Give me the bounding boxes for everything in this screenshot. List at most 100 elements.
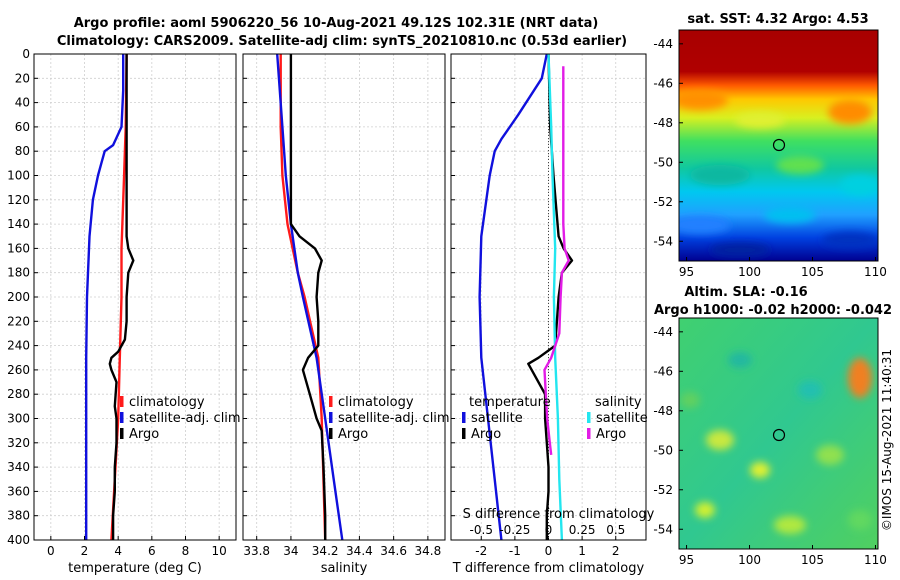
y-tick-label: 180 <box>7 266 30 280</box>
main-title-line2: Climatology: CARS2009. Satellite-adj cli… <box>57 34 627 49</box>
sla-eddies <box>680 352 872 534</box>
x-tick-label: -1 <box>509 544 521 558</box>
s-axis-label: S difference from climatology <box>463 507 655 522</box>
y-tick-label: 200 <box>7 290 30 304</box>
x-tick-label: 10 <box>212 544 227 558</box>
series-line-argo <box>108 54 135 540</box>
y-tick-label: 260 <box>7 363 30 377</box>
map-x-tick-label: 95 <box>679 265 694 279</box>
x-tick-label: -2 <box>475 544 487 558</box>
sla-argo-marker <box>772 428 786 442</box>
map-y-tick-label: -54 <box>653 522 673 536</box>
map-x-tick-label: 110 <box>864 553 887 567</box>
legend-swatch <box>120 396 124 407</box>
series-line-t-satellite <box>478 53 548 541</box>
y-tick-label: 40 <box>15 96 30 110</box>
legend-label: Argo <box>338 427 368 442</box>
map-x-tick-label: 105 <box>801 265 824 279</box>
map-x-tick-label: 100 <box>738 265 761 279</box>
s-tick-label: -0.5 <box>470 523 493 537</box>
legend-label: climatology <box>338 395 414 410</box>
map-y-tick-label: -52 <box>653 195 673 209</box>
salinity-panel: 33.8 34 34.2 34.4 34.6 34.8 salinity climatolog… <box>242 53 450 576</box>
x-tick-label: 6 <box>148 544 156 558</box>
legend-label: satellite <box>596 411 648 426</box>
sla-axes: 95 100 105 110 -44 -46 -48 -50 -52 -54 <box>653 325 887 567</box>
map-y-tick-label: -44 <box>653 325 673 339</box>
legend-swatch <box>587 428 591 439</box>
legend-label: satellite <box>471 411 523 426</box>
sst-map-panel: sat. SST: 4.32 Argo: 4.53 95 100 105 110 -44… <box>653 12 887 279</box>
map-x-tick-label: 100 <box>738 553 761 567</box>
y-tick-label: 160 <box>7 241 30 255</box>
x-tick-label: 0 <box>47 544 55 558</box>
difference-panel: -2 -1 0 1 2 T difference from climatology S di… <box>450 53 655 576</box>
sla-map-title-line1: Altim. SLA: -0.16 <box>684 285 807 300</box>
x-tick-label: 33.8 <box>243 544 270 558</box>
x-tick-label: 34.6 <box>380 544 407 558</box>
series-line-s-satellite <box>547 53 564 541</box>
map-x-tick-label: 110 <box>864 265 887 279</box>
x-tick-label: 0 <box>545 544 553 558</box>
map-y-tick-label: -50 <box>653 443 673 457</box>
x-tick-label: 34.4 <box>346 544 373 558</box>
y-tick-label: 220 <box>7 314 30 328</box>
x-tick-label: 34.8 <box>415 544 442 558</box>
x-axis-label: T difference from climatology <box>452 561 645 576</box>
y-tick-label: 400 <box>7 533 30 547</box>
legend-swatch <box>587 412 591 423</box>
legend-label: climatology <box>129 395 205 410</box>
y-tick-label: 380 <box>7 509 30 523</box>
main-title-line1: Argo profile: aoml 5906220_56 10-Aug-202… <box>74 16 599 31</box>
map-y-tick-label: -48 <box>653 404 673 418</box>
legend-swatch <box>120 428 124 439</box>
x-tick-label: 34 <box>283 544 298 558</box>
legend-swatch <box>329 428 333 439</box>
s-tick-label: -0.25 <box>499 523 530 537</box>
s-tick-label: 0 <box>545 523 553 537</box>
legend-label: Argo <box>596 427 626 442</box>
x-axis-label: salinity <box>321 561 368 576</box>
series-line-s-argo <box>543 66 570 456</box>
map-y-tick-label: -46 <box>653 76 673 90</box>
y-tick-label: 80 <box>15 144 30 158</box>
y-tick-label: 140 <box>7 217 30 231</box>
y-tick-label: 280 <box>7 387 30 401</box>
series-line-argo <box>289 54 327 540</box>
legend-label: satellite-adj. clim <box>338 411 450 426</box>
map-x-tick-label: 95 <box>679 553 694 567</box>
y-tick-label: 340 <box>7 460 30 474</box>
sst-map-title: sat. SST: 4.32 Argo: 4.53 <box>687 12 868 27</box>
x-tick-label: 4 <box>114 544 122 558</box>
y-tick-label: 240 <box>7 339 30 353</box>
y-tick-label: 0 <box>22 47 30 61</box>
map-y-tick-label: -44 <box>653 37 673 51</box>
legend-label: satellite-adj. clim <box>129 411 241 426</box>
x-tick-label: 1 <box>578 544 586 558</box>
legend-swatch <box>120 412 124 423</box>
legend-header-temperature: temperature <box>469 395 551 410</box>
sst-axes: 95 100 105 110 -44 -46 -48 -50 -52 -54 <box>653 37 887 279</box>
legend-swatch <box>329 412 333 423</box>
legend-header-salinity: salinity <box>595 395 642 410</box>
y-tick-label: 20 <box>15 71 30 85</box>
temperature-panel: 0 2 4 6 8 10 temperature (deg C) 0 20 40 60 80 100 12… <box>7 47 241 576</box>
series-line-satellite-adj-clim <box>276 53 344 541</box>
legend-swatch <box>462 412 466 423</box>
y-tick-label: 300 <box>7 412 30 426</box>
legend-swatch <box>329 396 333 407</box>
map-y-tick-label: -48 <box>653 116 673 130</box>
x-tick-label: 2 <box>612 544 620 558</box>
x-tick-label: 8 <box>182 544 190 558</box>
sla-map-title-line2: Argo h1000: -0.02 h2000: -0.042 <box>654 303 892 318</box>
y-tick-label: 360 <box>7 484 30 498</box>
legend-label: Argo <box>471 427 501 442</box>
y-tick-label: 60 <box>15 120 30 134</box>
series-line-satellite-adj-clim <box>84 54 125 540</box>
y-tick-label: 100 <box>7 169 30 183</box>
x-tick-label: 2 <box>81 544 89 558</box>
s-tick-label: 0.25 <box>569 523 596 537</box>
series-line-t-argo <box>527 53 574 540</box>
legend-label: Argo <box>129 427 159 442</box>
